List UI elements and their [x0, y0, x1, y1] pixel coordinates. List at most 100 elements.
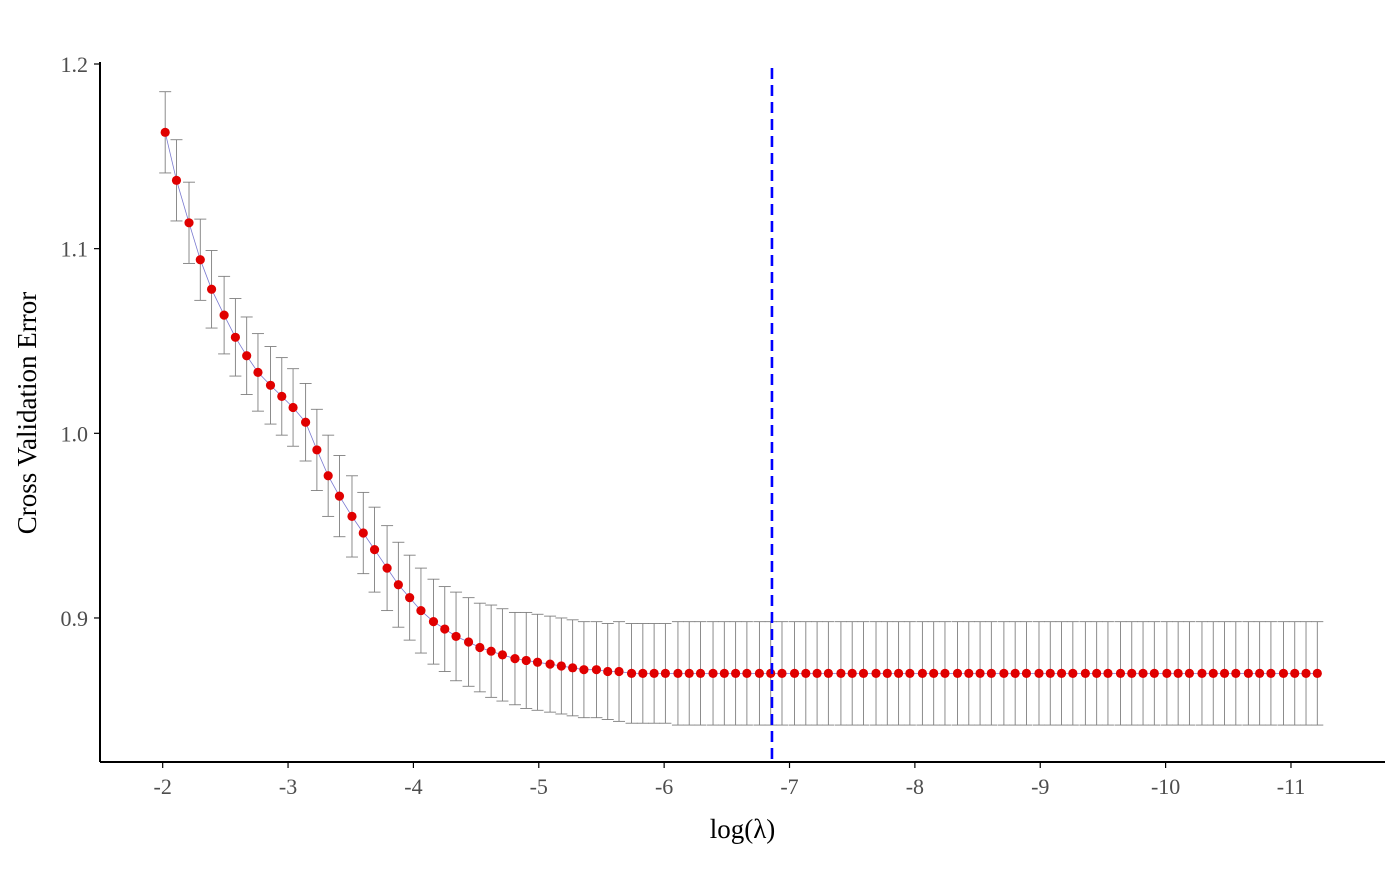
data-point [463, 637, 474, 647]
data-point [1138, 668, 1148, 678]
data-point [1092, 668, 1102, 678]
data-point [754, 668, 765, 678]
x-tick-label: -6 [655, 774, 673, 799]
data-point [905, 668, 915, 678]
y-tick-label: 1.2 [61, 52, 89, 77]
data-point [405, 593, 415, 603]
data-point [486, 646, 496, 656]
x-tick-label: -7 [780, 774, 798, 799]
data-point [1068, 668, 1078, 678]
data-point [917, 668, 928, 678]
x-tick-label: -10 [1151, 774, 1180, 799]
data-point [801, 668, 811, 678]
data-point [219, 310, 229, 320]
data-point [591, 665, 602, 675]
data-point [253, 367, 263, 377]
data-point [1149, 668, 1159, 678]
data-point [1034, 668, 1044, 678]
x-tick-label: -3 [279, 774, 297, 799]
data-point [1115, 668, 1126, 678]
data-point [497, 650, 508, 660]
data-point [986, 668, 996, 678]
x-tick-label: -4 [404, 774, 422, 799]
data-point [626, 668, 637, 678]
x-tick-label: -9 [1031, 774, 1049, 799]
data-point [695, 668, 706, 678]
data-point [265, 380, 276, 390]
axes: -2 -3 -4 -5 -6 -7 -8 -9 -10 -11 0.9 1.0 1.1 1.2 [61, 52, 1385, 799]
data-point [719, 668, 729, 678]
data-point [1127, 668, 1137, 678]
data-point [777, 668, 787, 678]
data-point [1045, 668, 1055, 678]
data-point [1197, 668, 1207, 678]
y-tick-label: 0.9 [61, 606, 89, 631]
data-point [334, 491, 345, 501]
y-axis-title: Cross Validation Error [12, 292, 42, 534]
data-point [1184, 668, 1195, 678]
series-line [164, 132, 1318, 674]
data-point [475, 642, 485, 653]
data-point [440, 624, 450, 634]
data-point [1021, 668, 1032, 678]
data-point [451, 631, 461, 642]
data-point [1103, 668, 1113, 678]
series-points [160, 127, 1322, 678]
data-point [1312, 668, 1322, 678]
data-point [428, 617, 439, 627]
data-point [1056, 668, 1067, 678]
data-point [812, 668, 822, 678]
x-tick-label: -5 [530, 774, 548, 799]
data-point [789, 668, 800, 678]
data-point [521, 655, 531, 666]
data-point [614, 666, 624, 677]
data-point [393, 580, 403, 590]
data-point [1219, 668, 1230, 678]
data-point [940, 668, 950, 678]
data-point [731, 668, 741, 678]
data-point [288, 402, 298, 413]
data-point [579, 665, 589, 675]
data-point [836, 668, 846, 678]
data-point [649, 668, 659, 678]
data-point [1162, 668, 1172, 678]
data-point [1010, 668, 1020, 678]
data-point [1290, 668, 1300, 678]
y-tick-label: 1.0 [61, 421, 89, 446]
data-point [952, 668, 963, 678]
data-point [638, 668, 648, 678]
data-point [871, 668, 881, 678]
data-point [369, 545, 380, 555]
data-point [532, 657, 543, 667]
data-point [708, 668, 718, 678]
data-point [964, 668, 974, 678]
data-point [1243, 668, 1253, 678]
data-point [893, 668, 904, 678]
data-point [1301, 668, 1311, 678]
data-point [929, 668, 939, 678]
x-tick-label: -11 [1277, 774, 1306, 799]
data-point [312, 445, 322, 455]
data-point [684, 668, 694, 678]
data-point [184, 218, 194, 228]
data-point [742, 668, 752, 678]
data-point [358, 528, 368, 538]
data-point [660, 668, 671, 678]
data-point [1173, 668, 1183, 678]
data-point [1208, 668, 1218, 678]
data-point [382, 563, 392, 573]
data-point [277, 391, 287, 401]
data-point [999, 668, 1009, 678]
data-point [242, 351, 252, 361]
data-point [206, 284, 217, 294]
data-point [1080, 668, 1090, 678]
data-point [556, 661, 566, 671]
data-point [882, 668, 892, 678]
data-point [301, 417, 311, 427]
x-tick-label: -8 [906, 774, 924, 799]
data-point [545, 659, 555, 669]
y-tick-label: 1.1 [61, 237, 89, 262]
data-point [510, 653, 520, 664]
